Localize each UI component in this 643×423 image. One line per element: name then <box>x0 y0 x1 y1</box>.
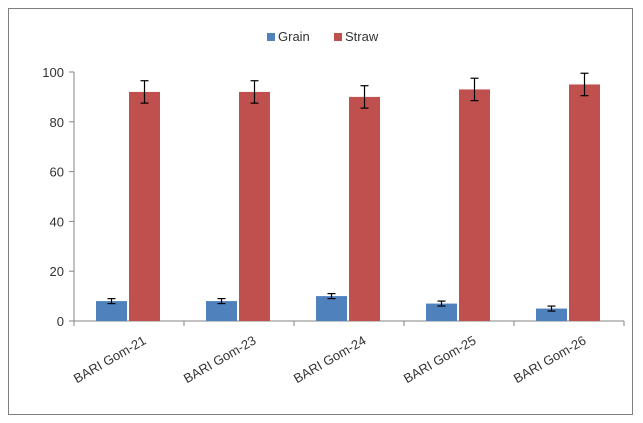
y-tick-label: 60 <box>50 165 64 180</box>
bar-straw-3 <box>459 89 490 322</box>
bar-grain-3 <box>426 303 457 321</box>
y-tick-label: 20 <box>50 264 64 279</box>
bar-grain-2 <box>316 296 347 321</box>
chart-frame: 0 20 40 60 80 100 BARI Gom-21 BARI Gom-23 BARI G… <box>8 8 633 415</box>
y-tick-label: 40 <box>50 214 64 229</box>
bar-grain-0 <box>96 301 127 321</box>
category-label-1: BARI Gom-23 <box>181 333 259 386</box>
y-tick-label: 80 <box>50 115 64 130</box>
y-tick-label: 0 <box>57 314 64 329</box>
legend-swatch-straw <box>334 33 342 41</box>
category-label-3: BARI Gom-25 <box>401 333 479 386</box>
bar-straw-0 <box>129 91 160 321</box>
category-label-4: BARI Gom-26 <box>511 333 589 386</box>
legend-label-grain: Grain <box>278 29 310 44</box>
category-label-0: BARI Gom-21 <box>71 333 149 386</box>
bar-straw-1 <box>239 91 270 321</box>
bar-straw-2 <box>349 96 380 322</box>
bar-grain-4 <box>536 308 567 321</box>
bar-straw-4 <box>569 84 600 321</box>
y-tick-label: 100 <box>42 65 64 80</box>
legend-label-straw: Straw <box>345 29 379 44</box>
category-label-2: BARI Gom-24 <box>291 333 369 386</box>
bar-chart: 0 20 40 60 80 100 BARI Gom-21 BARI Gom-23 BARI G… <box>42 29 625 386</box>
bar-grain-1 <box>206 301 237 321</box>
legend-swatch-grain <box>267 33 275 41</box>
